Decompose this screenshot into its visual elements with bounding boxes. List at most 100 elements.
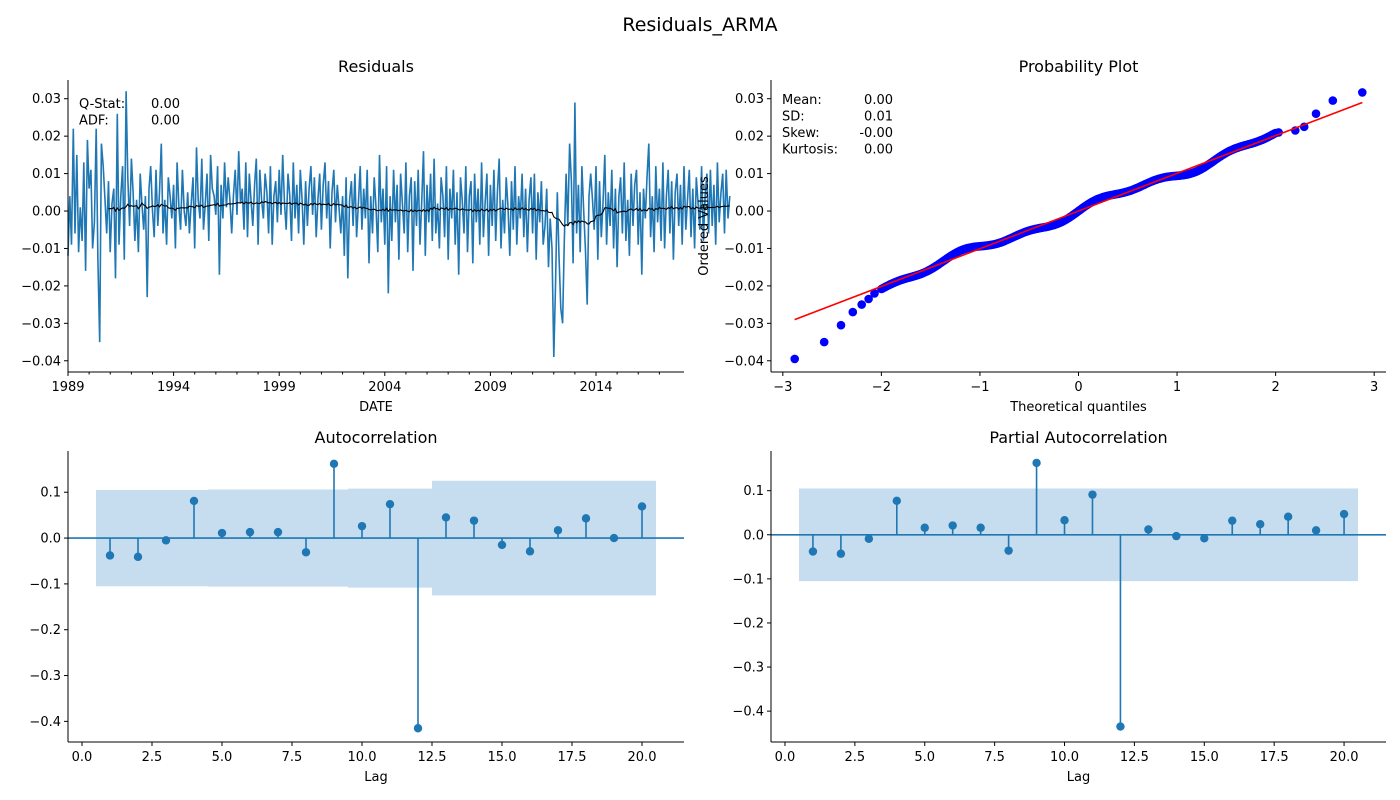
y-tick-label: −0.3 bbox=[732, 661, 764, 676]
qq-point bbox=[790, 354, 799, 364]
x-tick-label: 17.5 bbox=[1260, 750, 1289, 765]
y-tick-label: 0.0 bbox=[743, 528, 764, 543]
panel-title: Partial Autocorrelation bbox=[989, 428, 1167, 447]
y-tick-label: 0.03 bbox=[735, 92, 764, 107]
x-tick-label: 17.5 bbox=[558, 750, 587, 765]
y-tick-label: −0.04 bbox=[21, 354, 61, 369]
x-tick-label: 12.5 bbox=[1120, 750, 1149, 765]
qq-point bbox=[870, 289, 879, 298]
y-tick-label: 0.03 bbox=[32, 92, 61, 107]
x-tick-label: 5.0 bbox=[914, 750, 935, 765]
lag-marker bbox=[413, 724, 423, 733]
lag-marker bbox=[385, 499, 395, 509]
lag-marker bbox=[864, 534, 874, 543]
lag-marker bbox=[892, 496, 901, 506]
x-tick-label: 2.5 bbox=[845, 750, 866, 765]
x-axis-label: Theoretical quantiles bbox=[1009, 400, 1147, 415]
x-tick-label: 3 bbox=[1370, 380, 1378, 395]
stat-label: Skew: bbox=[782, 126, 820, 141]
stat-value: 0.00 bbox=[864, 93, 893, 108]
qq-point bbox=[1311, 109, 1321, 118]
lag-marker bbox=[189, 496, 199, 506]
lag-marker bbox=[637, 502, 647, 511]
qq-point bbox=[848, 307, 858, 317]
qq-point bbox=[864, 294, 873, 304]
stat-label: Q-Stat: bbox=[79, 97, 125, 112]
lag-marker bbox=[1339, 509, 1349, 519]
x-tick-label: 2009 bbox=[474, 380, 507, 395]
lag-marker bbox=[1088, 490, 1097, 499]
lag-marker bbox=[1283, 512, 1293, 521]
y-tick-label: 0.1 bbox=[40, 486, 61, 501]
lag-marker bbox=[920, 523, 929, 532]
lag-marker bbox=[105, 551, 115, 560]
stat-label: Kurtosis: bbox=[782, 143, 838, 158]
x-tick-label: 15.0 bbox=[1190, 750, 1219, 765]
lag-marker bbox=[245, 527, 255, 537]
residuals-panel: 1989 1994 1999 2004 2009 2014 −0.04 −0.03 −0.02 −… bbox=[21, 57, 731, 415]
y-tick-label: −0.4 bbox=[29, 715, 61, 730]
stat-value: 0.00 bbox=[151, 114, 180, 129]
y-tick-label: 0.01 bbox=[32, 167, 61, 182]
y-tick-label: 0.02 bbox=[32, 130, 61, 145]
y-tick-label: −0.4 bbox=[732, 705, 764, 720]
x-tick-label: 1999 bbox=[263, 380, 296, 395]
y-tick-label: 0.1 bbox=[743, 484, 764, 499]
y-axis-label: Ordered Values bbox=[697, 176, 712, 276]
stat-label: ADF: bbox=[79, 114, 109, 129]
lag-marker bbox=[609, 533, 619, 543]
panel-title: Autocorrelation bbox=[315, 428, 438, 447]
panel-title: Probability Plot bbox=[1019, 57, 1139, 76]
y-tick-label: −0.1 bbox=[29, 577, 61, 592]
lag-marker bbox=[1200, 534, 1209, 543]
stat-value: -0.00 bbox=[859, 126, 893, 141]
lag-marker bbox=[1116, 722, 1125, 731]
qq-point bbox=[1328, 96, 1338, 105]
lag-marker bbox=[948, 521, 957, 530]
lag-marker bbox=[357, 521, 367, 531]
y-tick-label: −0.03 bbox=[724, 317, 764, 332]
lag-marker bbox=[581, 514, 591, 523]
lag-marker bbox=[1256, 519, 1265, 529]
y-tick-label: 0.00 bbox=[735, 205, 764, 220]
lag-marker bbox=[329, 459, 339, 469]
x-tick-label: 1 bbox=[1173, 380, 1181, 395]
y-tick-label: −0.03 bbox=[21, 317, 61, 332]
autocorrelation-panel: 0.0 2.5 5.0 7.5 10.0 12.5 15.0 17.5 20.0 −0.4 −0.3… bbox=[29, 428, 684, 785]
x-tick-label: 7.5 bbox=[282, 750, 303, 765]
x-axis-label: Lag bbox=[1067, 770, 1090, 785]
lag-marker bbox=[217, 528, 227, 538]
lag-marker bbox=[1032, 458, 1041, 468]
x-tick-label: 10.0 bbox=[348, 750, 377, 765]
stat-value: 0.00 bbox=[864, 143, 893, 158]
y-tick-label: −0.01 bbox=[21, 242, 61, 257]
probability-plot-panel: −3 −2 −1 0 1 2 3 −0.04 −0.03 −0.02 −0.01 0.00 0.01 0.… bbox=[697, 57, 1386, 415]
x-tick-label: −3 bbox=[773, 380, 792, 395]
y-tick-label: −0.02 bbox=[724, 279, 764, 294]
stat-label: SD: bbox=[782, 110, 805, 125]
figure-title: Residuals_ARMA bbox=[622, 14, 777, 36]
x-tick-label: 20.0 bbox=[628, 750, 657, 765]
y-tick-label: −0.2 bbox=[732, 616, 764, 631]
lag-marker bbox=[525, 547, 535, 556]
lag-marker bbox=[1004, 546, 1013, 555]
qq-point bbox=[836, 320, 846, 330]
x-tick-label: 2004 bbox=[368, 380, 401, 395]
x-tick-label: 2014 bbox=[579, 380, 612, 395]
lag-marker bbox=[976, 523, 985, 532]
y-tick-label: −0.02 bbox=[21, 279, 61, 294]
x-tick-label: 5.0 bbox=[212, 750, 233, 765]
x-tick-label: −2 bbox=[872, 380, 891, 395]
x-tick-label: 2.5 bbox=[142, 750, 163, 765]
x-tick-label: 1994 bbox=[157, 380, 190, 395]
stat-label: Mean: bbox=[782, 93, 822, 108]
y-tick-label: 0.00 bbox=[32, 205, 61, 220]
lag-marker bbox=[441, 513, 451, 522]
lag-marker bbox=[1060, 516, 1069, 525]
residual-series-line bbox=[67, 91, 731, 358]
lag-marker bbox=[133, 552, 143, 562]
stat-value: 0.01 bbox=[864, 110, 893, 125]
lag-marker bbox=[1172, 531, 1181, 541]
x-tick-label: 15.0 bbox=[488, 750, 517, 765]
qq-fit-line bbox=[794, 101, 1363, 321]
